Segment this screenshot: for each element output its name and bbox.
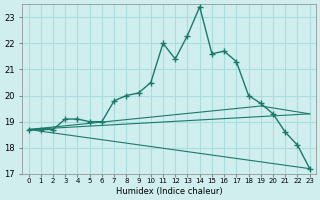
X-axis label: Humidex (Indice chaleur): Humidex (Indice chaleur) bbox=[116, 187, 222, 196]
